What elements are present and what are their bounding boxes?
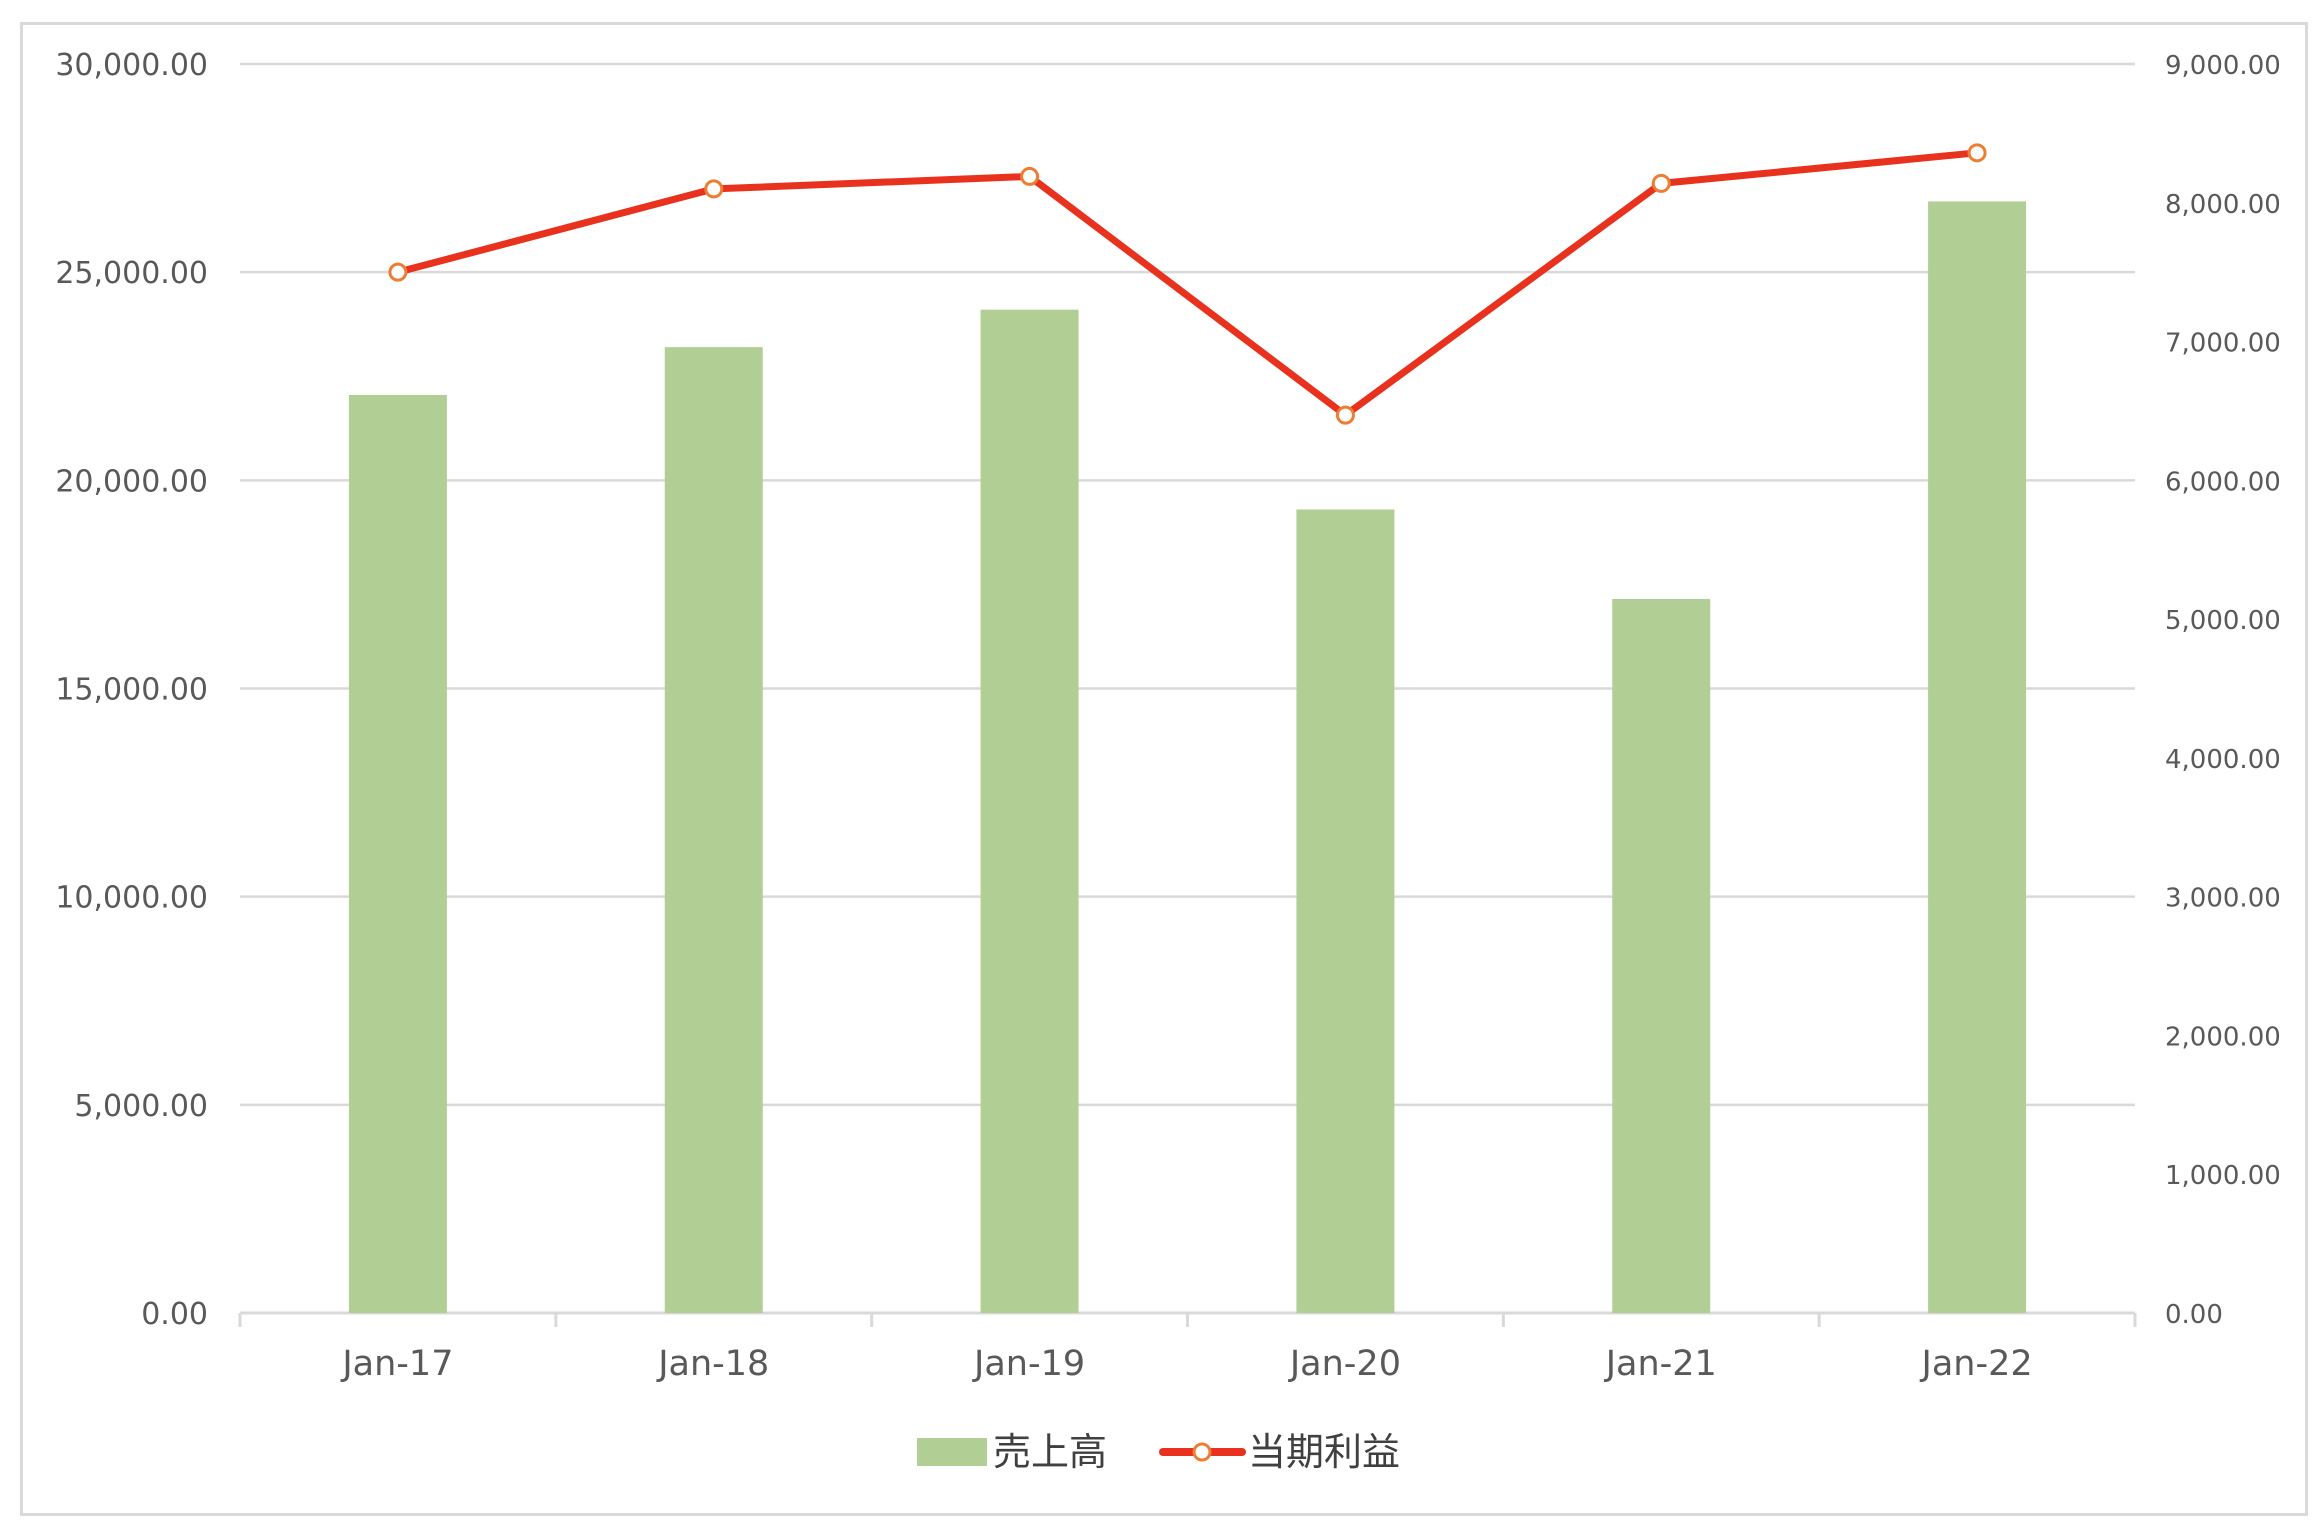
legend-label-line: 当期利益 (1248, 1430, 1400, 1474)
left-y-tick-label: 25,000.00 (55, 256, 208, 291)
bar-Jan-22 (1928, 201, 2027, 1313)
left-y-tick-label: 0.00 (141, 1297, 208, 1332)
bar-Jan-21 (1612, 598, 1711, 1313)
profit-line (394, 149, 1981, 419)
x-tick-label: Jan-19 (972, 1344, 1085, 1384)
right-y-tick-label: 3,000.00 (2165, 884, 2281, 914)
right-y-tick-label: 1,000.00 (2165, 1161, 2281, 1191)
legend-label-bar: 売上高 (993, 1430, 1107, 1474)
right-y-tick-label: 4,000.00 (2165, 745, 2281, 775)
bar-Jan-17 (348, 394, 447, 1313)
bar-Jan-18 (664, 347, 763, 1313)
x-tick-label: Jan-22 (1920, 1344, 2033, 1384)
left-y-tick-label: 30,000.00 (55, 48, 208, 83)
profit-point-Jan-21 (1651, 173, 1671, 193)
axes (238, 1311, 2137, 1327)
profit-point-Jan-20 (1335, 405, 1355, 425)
profit-point-Jan-18 (704, 179, 724, 199)
profit-point-Jan-22 (1967, 143, 1987, 163)
x-tick-label: Jan-21 (1604, 1344, 1717, 1384)
legend-swatch-bar (917, 1438, 987, 1466)
left-y-tick-label: 5,000.00 (74, 1089, 208, 1124)
right-y-tick-label: 8,000.00 (2165, 190, 2281, 220)
grid-lines (240, 62, 2135, 1107)
right-y-tick-label: 0.00 (2165, 1300, 2223, 1330)
bar-series (348, 201, 2027, 1313)
right-y-tick-label: 9,000.00 (2165, 51, 2281, 81)
x-tick-label: Jan-18 (656, 1344, 769, 1384)
right-y-tick-label: 6,000.00 (2165, 467, 2281, 497)
x-axis-labels: Jan-17 Jan-18 Jan-19 Jan-20 Jan-21 Jan-22 (340, 1344, 2032, 1384)
line-series (388, 143, 1987, 425)
x-tick-label: Jan-17 (340, 1344, 453, 1384)
profit-point-Jan-19 (1020, 166, 1040, 186)
legend-swatch-marker (1192, 1442, 1212, 1462)
right-y-tick-label: 7,000.00 (2165, 329, 2281, 359)
right-y-tick-label: 5,000.00 (2165, 606, 2281, 636)
right-y-tick-label: 2,000.00 (2165, 1022, 2281, 1052)
left-y-axis-labels: 0.00 5,000.00 10,000.00 15,000.00 20,000.00 2… (55, 48, 208, 1332)
left-y-tick-label: 20,000.00 (55, 464, 208, 499)
x-tick-label: Jan-20 (1288, 1344, 1401, 1384)
right-y-axis-labels: 0.00 1,000.00 2,000.00 3,000.00 4,000.00 5,00… (2165, 51, 2281, 1330)
left-y-tick-label: 10,000.00 (55, 881, 208, 916)
bar-Jan-19 (980, 309, 1079, 1313)
left-y-tick-label: 15,000.00 (55, 673, 208, 708)
profit-point-Jan-17 (388, 262, 408, 282)
legend: 売上高 当期利益 (917, 1430, 1400, 1474)
bar-Jan-20 (1296, 509, 1395, 1313)
